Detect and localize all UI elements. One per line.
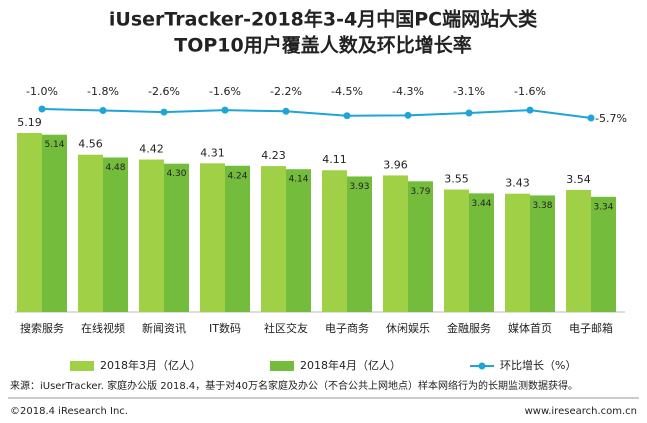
bar bbox=[591, 196, 616, 312]
line-marker bbox=[587, 114, 595, 122]
line-marker bbox=[343, 112, 351, 120]
bar bbox=[469, 193, 494, 312]
bar-value-label: 3.34 bbox=[593, 202, 613, 212]
bar bbox=[530, 195, 555, 312]
bar bbox=[261, 166, 286, 312]
bar bbox=[200, 163, 225, 312]
line-value-label: -1.6% bbox=[209, 85, 241, 98]
bar bbox=[286, 169, 311, 312]
legend-swatch bbox=[270, 361, 294, 371]
bar bbox=[383, 175, 408, 312]
bar bbox=[139, 159, 164, 312]
line-marker bbox=[282, 107, 290, 115]
bar-value-label: 3.96 bbox=[383, 158, 408, 171]
bar bbox=[17, 133, 42, 312]
line-marker bbox=[526, 106, 534, 114]
bar bbox=[78, 154, 103, 312]
bar bbox=[408, 181, 433, 312]
bar-value-label: 3.55 bbox=[444, 173, 469, 186]
line-marker bbox=[465, 109, 473, 117]
bar bbox=[103, 157, 128, 312]
bar-value-label: 4.24 bbox=[227, 171, 247, 181]
line-value-label: -4.3% bbox=[392, 85, 424, 98]
bar bbox=[322, 170, 347, 312]
bar bbox=[566, 189, 591, 312]
x-tick-label: 休闲娱乐 bbox=[386, 321, 430, 335]
line-value-label: -1.8% bbox=[87, 85, 119, 98]
x-tick-label: 电子邮箱 bbox=[569, 321, 613, 335]
bar-value-label: 4.42 bbox=[139, 143, 164, 156]
bar-value-label: 3.79 bbox=[410, 187, 430, 197]
legend-swatch bbox=[478, 362, 486, 370]
legend-swatch bbox=[70, 361, 94, 371]
x-tick-label: 媒体首页 bbox=[508, 321, 552, 335]
line-value-label: -2.6% bbox=[148, 85, 180, 98]
legend-label: 2018年3月（亿人） bbox=[100, 358, 201, 372]
line-value-label: -5.7% bbox=[595, 112, 627, 125]
bar-value-label: 4.11 bbox=[322, 153, 347, 166]
line-marker bbox=[99, 107, 107, 115]
line-marker bbox=[404, 111, 412, 119]
x-tick-label: 新闻资讯 bbox=[142, 321, 186, 335]
legend-label: 环比增长（%） bbox=[500, 358, 576, 372]
bar bbox=[42, 134, 67, 312]
line-value-label: -1.0% bbox=[26, 85, 58, 98]
bar-value-label: 4.56 bbox=[78, 138, 103, 151]
line-value-label: -2.2% bbox=[270, 85, 302, 98]
x-tick-label: 社区交友 bbox=[264, 321, 308, 335]
bar-value-label: 5.19 bbox=[17, 116, 42, 129]
bar bbox=[225, 165, 250, 312]
growth-line bbox=[41, 108, 592, 119]
bar bbox=[505, 193, 530, 312]
bar-value-label: 3.38 bbox=[532, 201, 552, 211]
bar-value-label: 4.14 bbox=[288, 175, 308, 185]
bar-value-label: 4.48 bbox=[105, 163, 125, 173]
line-value-label: -4.5% bbox=[331, 85, 363, 98]
bar-value-label: 3.44 bbox=[471, 199, 491, 209]
bar-value-label: 3.93 bbox=[349, 182, 369, 192]
x-tick-label: 金融服务 bbox=[447, 321, 491, 335]
copyright: ©2018.4 iResearch Inc. bbox=[10, 406, 128, 417]
x-tick-label: IT数码 bbox=[209, 322, 241, 335]
bar-value-label: 3.43 bbox=[505, 177, 530, 190]
bar-value-label: 4.31 bbox=[200, 146, 225, 159]
line-marker bbox=[221, 106, 229, 114]
line-value-label: -1.6% bbox=[514, 85, 546, 98]
x-tick-label: 在线视频 bbox=[81, 321, 125, 335]
bar bbox=[164, 163, 189, 312]
line-marker bbox=[160, 108, 168, 116]
bar-value-label: 3.54 bbox=[566, 173, 591, 186]
bar-value-label: 4.30 bbox=[166, 169, 186, 179]
bar-value-label: 4.23 bbox=[261, 149, 286, 162]
chart-title: iUserTracker-2018年3-4月中国PC端网站大类 bbox=[109, 8, 537, 31]
website: www.iresearch.com.cn bbox=[525, 406, 637, 417]
source-note: 来源：iUserTracker. 家庭办公版 2018.4，基于对40万名家庭及… bbox=[10, 379, 578, 392]
line-marker bbox=[38, 105, 46, 113]
legend-label: 2018年4月（亿人） bbox=[300, 358, 401, 372]
bar bbox=[444, 189, 469, 312]
x-tick-label: 电子商务 bbox=[325, 321, 369, 335]
x-tick-label: 搜索服务 bbox=[20, 321, 64, 335]
bar bbox=[347, 176, 372, 312]
bar-value-label: 5.14 bbox=[44, 140, 64, 150]
line-value-label: -3.1% bbox=[453, 85, 485, 98]
chart-title: TOP10用户覆盖人数及环比增长率 bbox=[174, 34, 471, 57]
